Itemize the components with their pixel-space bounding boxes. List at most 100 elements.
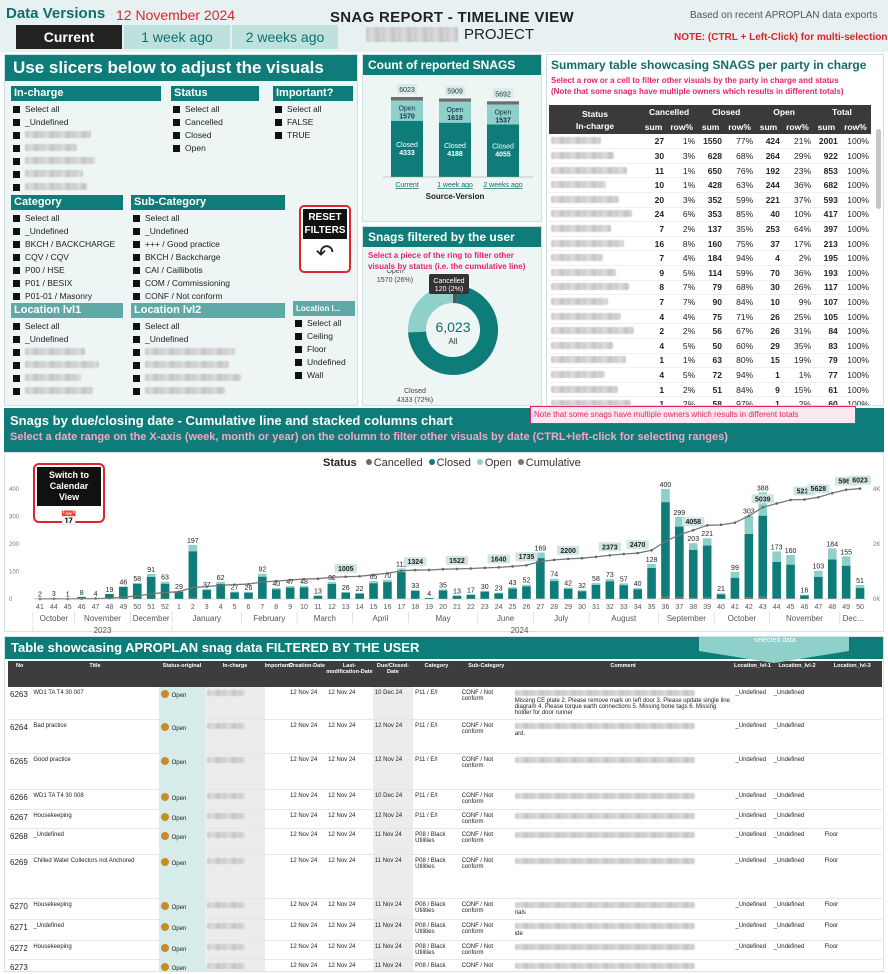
data-table-column-header[interactable]: Comment bbox=[512, 661, 734, 687]
summary-cell[interactable]: 100% bbox=[847, 282, 869, 293]
bar-closed[interactable] bbox=[230, 592, 239, 599]
bar-closed[interactable] bbox=[633, 589, 642, 599]
x-tick-week[interactable]: 3 bbox=[205, 604, 209, 611]
summary-cell[interactable]: 352 bbox=[707, 194, 722, 205]
x-tick-week[interactable]: 47 bbox=[92, 604, 100, 611]
bar-open[interactable] bbox=[299, 585, 309, 588]
x-tick-week[interactable]: 43 bbox=[759, 604, 767, 611]
bar-open[interactable] bbox=[786, 555, 795, 565]
summary-cell[interactable]: 11 bbox=[655, 165, 665, 176]
slicer-item[interactable]: _Undefined bbox=[133, 225, 188, 237]
bar-closed[interactable] bbox=[174, 591, 184, 599]
slicer-item-redacted[interactable] bbox=[133, 385, 225, 397]
bar-open[interactable] bbox=[258, 573, 267, 577]
bar-open[interactable] bbox=[216, 581, 225, 584]
slicer-item[interactable]: P00 / HSE bbox=[13, 264, 65, 276]
bar-open[interactable] bbox=[480, 590, 490, 592]
cumulative-point[interactable] bbox=[94, 597, 97, 600]
bar-open[interactable] bbox=[119, 586, 128, 587]
x-tick-week[interactable]: 33 bbox=[620, 604, 628, 611]
cumulative-point[interactable] bbox=[372, 573, 375, 577]
summary-cell[interactable]: 26 bbox=[770, 326, 780, 337]
slicer-item[interactable]: CQV / CQV bbox=[13, 251, 69, 263]
cumulative-point[interactable] bbox=[427, 568, 431, 572]
x-tick-week[interactable]: 44 bbox=[773, 604, 781, 611]
slicer-item[interactable]: Select all bbox=[133, 212, 180, 224]
bar-open[interactable] bbox=[132, 583, 142, 584]
x-tick-week[interactable]: 50 bbox=[856, 604, 864, 611]
cumulative-point[interactable] bbox=[80, 597, 83, 600]
cumulative-point[interactable] bbox=[664, 540, 667, 543]
bar-open[interactable] bbox=[508, 587, 517, 589]
summary-cell[interactable]: 9% bbox=[798, 297, 812, 308]
bar-closed[interactable] bbox=[522, 586, 531, 599]
cumulative-point[interactable] bbox=[858, 487, 862, 490]
data-table-row[interactable]: 6267 Housekeeping Open 12 Nov 24 12 Nov 24 12… bbox=[8, 809, 882, 829]
cumulative-point[interactable] bbox=[817, 495, 820, 499]
bar-open[interactable] bbox=[230, 591, 239, 593]
summary-cell[interactable]: 100% bbox=[847, 253, 869, 264]
data-table-row[interactable]: 6263 WD1 TA T4 30 007 Open 12 Nov 24 12 Nov … bbox=[8, 687, 882, 720]
bar-closed[interactable] bbox=[508, 588, 517, 599]
bar-open[interactable] bbox=[494, 592, 503, 594]
cumulative-point[interactable] bbox=[594, 555, 598, 559]
slicer-item[interactable]: BKCH / BACKCHARGE bbox=[13, 238, 115, 250]
bar-open[interactable] bbox=[716, 593, 726, 595]
x-tick-week[interactable]: 18 bbox=[411, 604, 419, 611]
timeline-chart-svg[interactable]: 01002003004000K2K4K241344145846447194846… bbox=[5, 463, 883, 633]
x-tick-month[interactable]: November bbox=[84, 614, 121, 623]
bar-closed[interactable] bbox=[299, 587, 309, 599]
summary-cell[interactable]: 84% bbox=[736, 384, 754, 395]
cumulative-point[interactable] bbox=[330, 576, 334, 579]
data-table-column-header[interactable]: Important? bbox=[264, 661, 293, 687]
bar-closed[interactable] bbox=[494, 593, 503, 599]
slicer-item[interactable]: COM / Commissioning bbox=[133, 277, 230, 289]
summary-row[interactable]: 10 1% 428 63% 244 36% 682 100% bbox=[549, 178, 871, 193]
summary-cell[interactable]: 30 bbox=[654, 151, 665, 162]
slicer-item[interactable]: Undefined bbox=[295, 356, 346, 368]
summary-cell[interactable]: 160 bbox=[707, 238, 722, 249]
summary-cell[interactable]: 60% bbox=[736, 340, 754, 351]
bar-open[interactable] bbox=[341, 591, 351, 593]
cumulative-point[interactable] bbox=[247, 582, 250, 586]
cumulative-point[interactable] bbox=[441, 567, 445, 571]
x-tick-month[interactable]: February bbox=[253, 614, 285, 623]
bar-closed[interactable] bbox=[730, 577, 740, 599]
cumulative-point[interactable] bbox=[566, 557, 570, 561]
summary-cell[interactable]: 100% bbox=[847, 238, 869, 249]
summary-cell[interactable]: 63% bbox=[736, 180, 754, 191]
summary-cell[interactable]: 192 bbox=[765, 165, 780, 176]
cumulative-point[interactable] bbox=[719, 523, 723, 527]
summary-cell[interactable]: 72 bbox=[712, 369, 722, 380]
cumulative-point[interactable] bbox=[580, 556, 584, 560]
cumulative-point[interactable] bbox=[803, 498, 806, 501]
summary-cell[interactable]: 25% bbox=[794, 311, 812, 322]
summary-cell[interactable]: 397 bbox=[823, 224, 838, 235]
slicer-item[interactable]: Ceiling bbox=[295, 330, 333, 342]
bar-cancelled[interactable] bbox=[772, 598, 781, 599]
bar-open[interactable] bbox=[522, 584, 531, 587]
summary-cell[interactable]: 100% bbox=[847, 209, 869, 220]
summary-cell[interactable]: 117 bbox=[824, 282, 838, 293]
cumulative-point[interactable] bbox=[455, 567, 459, 571]
summary-cell[interactable]: 40 bbox=[770, 209, 780, 220]
x-tick-week[interactable]: 34 bbox=[634, 604, 642, 611]
bar-cancelled[interactable] bbox=[702, 597, 712, 599]
bar-closed[interactable] bbox=[341, 592, 351, 599]
summary-cell[interactable]: 100% bbox=[847, 297, 869, 308]
bar-open[interactable] bbox=[188, 544, 198, 552]
summary-cell[interactable]: 682 bbox=[823, 180, 838, 191]
bar-cancelled[interactable] bbox=[744, 597, 754, 599]
x-tick-month[interactable]: August bbox=[611, 614, 637, 623]
summary-cell[interactable]: 195 bbox=[823, 253, 838, 264]
data-table-column-header[interactable]: No bbox=[8, 661, 32, 687]
x-tick-week[interactable]: 46 bbox=[78, 604, 86, 611]
bar-cancelled[interactable] bbox=[647, 598, 656, 599]
summary-cell[interactable]: 10 bbox=[654, 180, 665, 191]
summary-cell[interactable]: 36% bbox=[794, 267, 812, 278]
data-table-row[interactable]: 6269 Chilled Water Collectors not Anchore… bbox=[8, 854, 882, 899]
slicer-item-redacted[interactable] bbox=[13, 142, 77, 154]
summary-cell[interactable]: 3% bbox=[682, 194, 696, 205]
slicer-item[interactable]: Select all bbox=[13, 320, 60, 332]
data-table-row[interactable]: 6270 Housekeeping Open 12 Nov 24 12 Nov 24 11… bbox=[8, 898, 882, 920]
